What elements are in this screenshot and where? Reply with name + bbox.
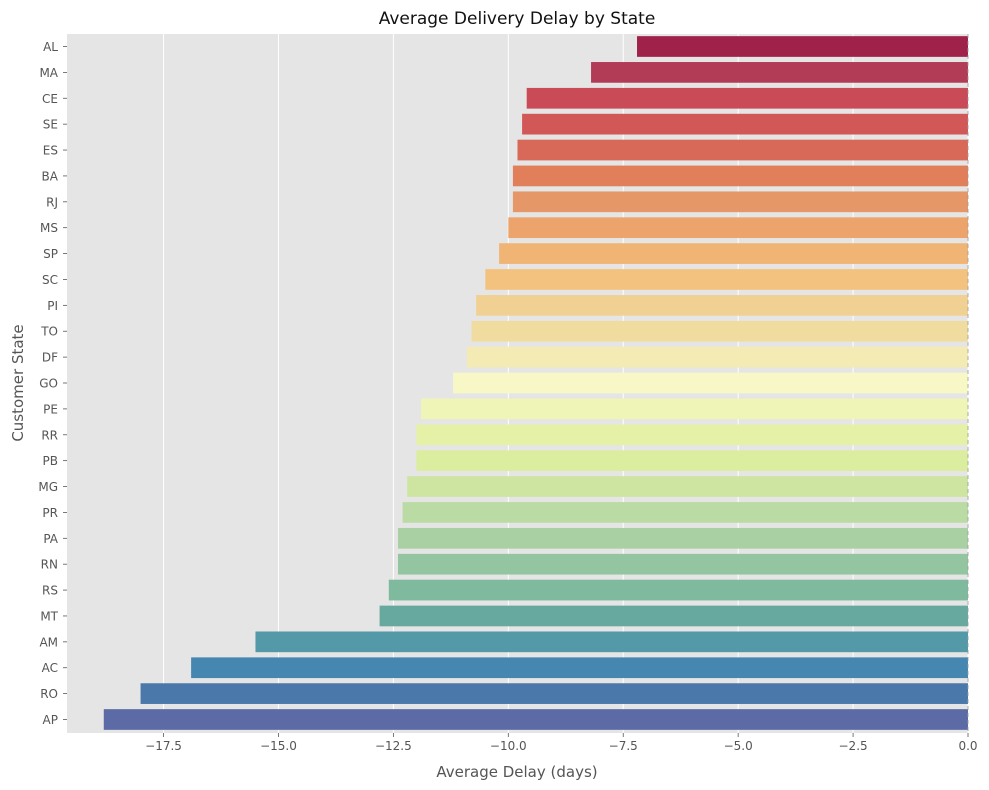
x-tick-label: 0.0 xyxy=(958,739,977,753)
y-tick-label-df: DF xyxy=(42,351,58,365)
bar-pr xyxy=(402,502,968,523)
bar-df xyxy=(466,346,968,368)
x-tick-label: −7.5 xyxy=(609,739,638,753)
x-tick-label: −5.0 xyxy=(724,739,753,753)
bar-mg xyxy=(407,476,968,497)
y-tick-label-ma: MA xyxy=(39,66,58,80)
y-tick-label-mg: MG xyxy=(38,480,58,494)
x-axis-title: Average Delay (days) xyxy=(436,763,597,781)
x-tick-label: −17.5 xyxy=(145,739,182,753)
bar-ce xyxy=(526,87,968,109)
bar-se xyxy=(522,113,968,135)
chart-title: Average Delivery Delay by State xyxy=(379,9,656,29)
y-tick-label-rn: RN xyxy=(41,558,58,572)
bar-rj xyxy=(512,191,968,213)
bar-sp xyxy=(499,243,968,264)
y-tick-label-to: TO xyxy=(40,325,58,339)
y-tick-label-rs: RS xyxy=(42,584,58,598)
bar-ac xyxy=(191,657,969,679)
bar-rs xyxy=(388,579,968,601)
y-tick-label-ro: RO xyxy=(40,687,58,701)
bar-mt xyxy=(379,605,969,627)
y-tick-label-pr: PR xyxy=(42,506,58,520)
x-tick-label: −2.5 xyxy=(839,739,868,753)
bar-es xyxy=(517,139,968,161)
y-tick-label-rj: RJ xyxy=(46,195,58,209)
y-tick-label-ac: AC xyxy=(42,661,58,675)
bar-ma xyxy=(591,62,968,83)
y-tick-label-ba: BA xyxy=(42,169,59,183)
bar-rr xyxy=(416,424,969,446)
y-tick-label-ms: MS xyxy=(40,221,58,235)
y-tick-label-se: SE xyxy=(43,118,58,132)
bar-am xyxy=(255,631,968,653)
y-axis-title: Customer State xyxy=(9,324,27,441)
y-tick-label-mt: MT xyxy=(40,609,58,623)
bar-sc xyxy=(485,269,968,290)
y-tick-label-rr: RR xyxy=(41,428,58,442)
x-tick-label: −12.5 xyxy=(375,739,412,753)
y-tick-label-al: AL xyxy=(43,40,58,54)
y-tick-label-ap: AP xyxy=(43,713,58,727)
bar-rn xyxy=(397,553,968,575)
x-tick-label: −15.0 xyxy=(260,739,297,753)
bars xyxy=(103,34,969,733)
y-tick-label-sp: SP xyxy=(43,247,58,261)
y-tick-label-am: AM xyxy=(39,635,58,649)
y-tick-label-pe: PE xyxy=(43,402,58,416)
bar-ba xyxy=(512,165,968,187)
bar-ms xyxy=(508,217,968,239)
y-tick-label-es: ES xyxy=(43,144,58,158)
x-tick-labels: −17.5 −15.0 −12.5 −10.0 −7.5 −5.0 −2.5 0.0 xyxy=(145,733,978,753)
y-tick-label-go: GO xyxy=(39,377,58,391)
y-tick-label-pb: PB xyxy=(43,454,58,468)
bar-al xyxy=(637,36,968,57)
y-tick-label-ce: CE xyxy=(42,92,58,106)
y-tick-label-pa: PA xyxy=(43,532,58,546)
bar-pe xyxy=(420,398,968,420)
y-tick-label-sc: SC xyxy=(42,273,58,287)
x-tick-label: −10.0 xyxy=(490,739,527,753)
bar-pi xyxy=(476,294,968,316)
bar-ro xyxy=(140,683,968,704)
y-tick-labels: AL MA CE SE ES BA RJ MS SP SC PI TO DF GO PE RR PB MG PR PA… xyxy=(38,40,67,727)
bar-go xyxy=(453,372,969,394)
bar-ap xyxy=(103,709,968,730)
y-tick-label-pi: PI xyxy=(47,299,58,313)
bar-pa xyxy=(397,527,968,549)
bar-to xyxy=(471,320,968,342)
bar-pb xyxy=(416,450,969,472)
